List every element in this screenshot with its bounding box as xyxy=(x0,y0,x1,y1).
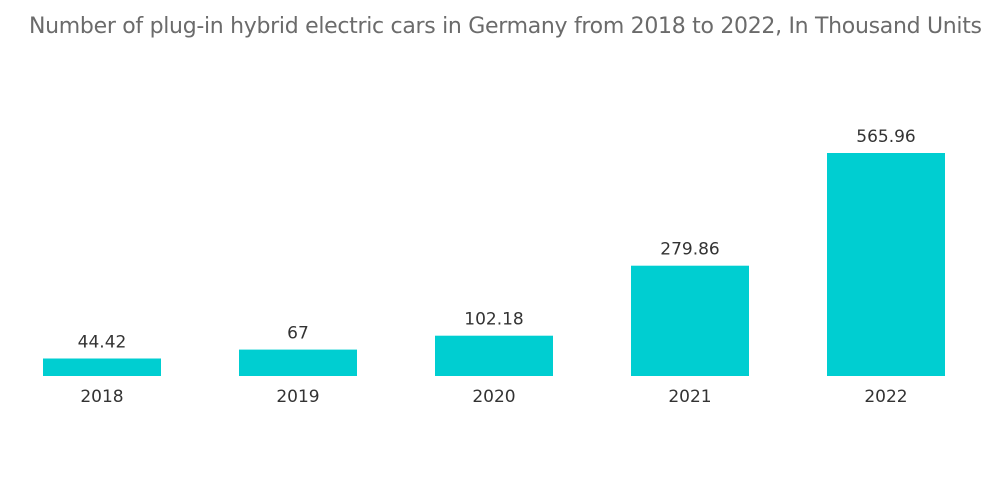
chart-title: Number of plug-in hybrid electric cars i… xyxy=(29,14,982,39)
value-label-2018: 44.42 xyxy=(78,333,127,353)
bar-2018 xyxy=(43,358,161,376)
value-label-2022: 565.96 xyxy=(856,127,915,147)
x-tick-label-2022: 2022 xyxy=(864,387,907,407)
x-tick-label-2019: 2019 xyxy=(276,387,319,407)
bar-2019 xyxy=(239,349,357,376)
value-labels-group: 44.42 67 102.18 279.86 565.96 xyxy=(78,127,916,353)
x-tick-label-2018: 2018 xyxy=(80,387,123,407)
x-tick-label-2021: 2021 xyxy=(668,387,711,407)
bars-group xyxy=(43,153,945,376)
bar-2020 xyxy=(435,335,553,376)
value-label-2020: 102.18 xyxy=(464,310,523,330)
bar-2021 xyxy=(631,265,749,376)
x-tick-labels-group: 2018 2019 2020 2021 2022 xyxy=(80,387,907,407)
bar-2022 xyxy=(827,153,945,376)
value-label-2021: 279.86 xyxy=(660,240,719,260)
x-tick-label-2020: 2020 xyxy=(472,387,515,407)
value-label-2019: 67 xyxy=(287,324,309,344)
